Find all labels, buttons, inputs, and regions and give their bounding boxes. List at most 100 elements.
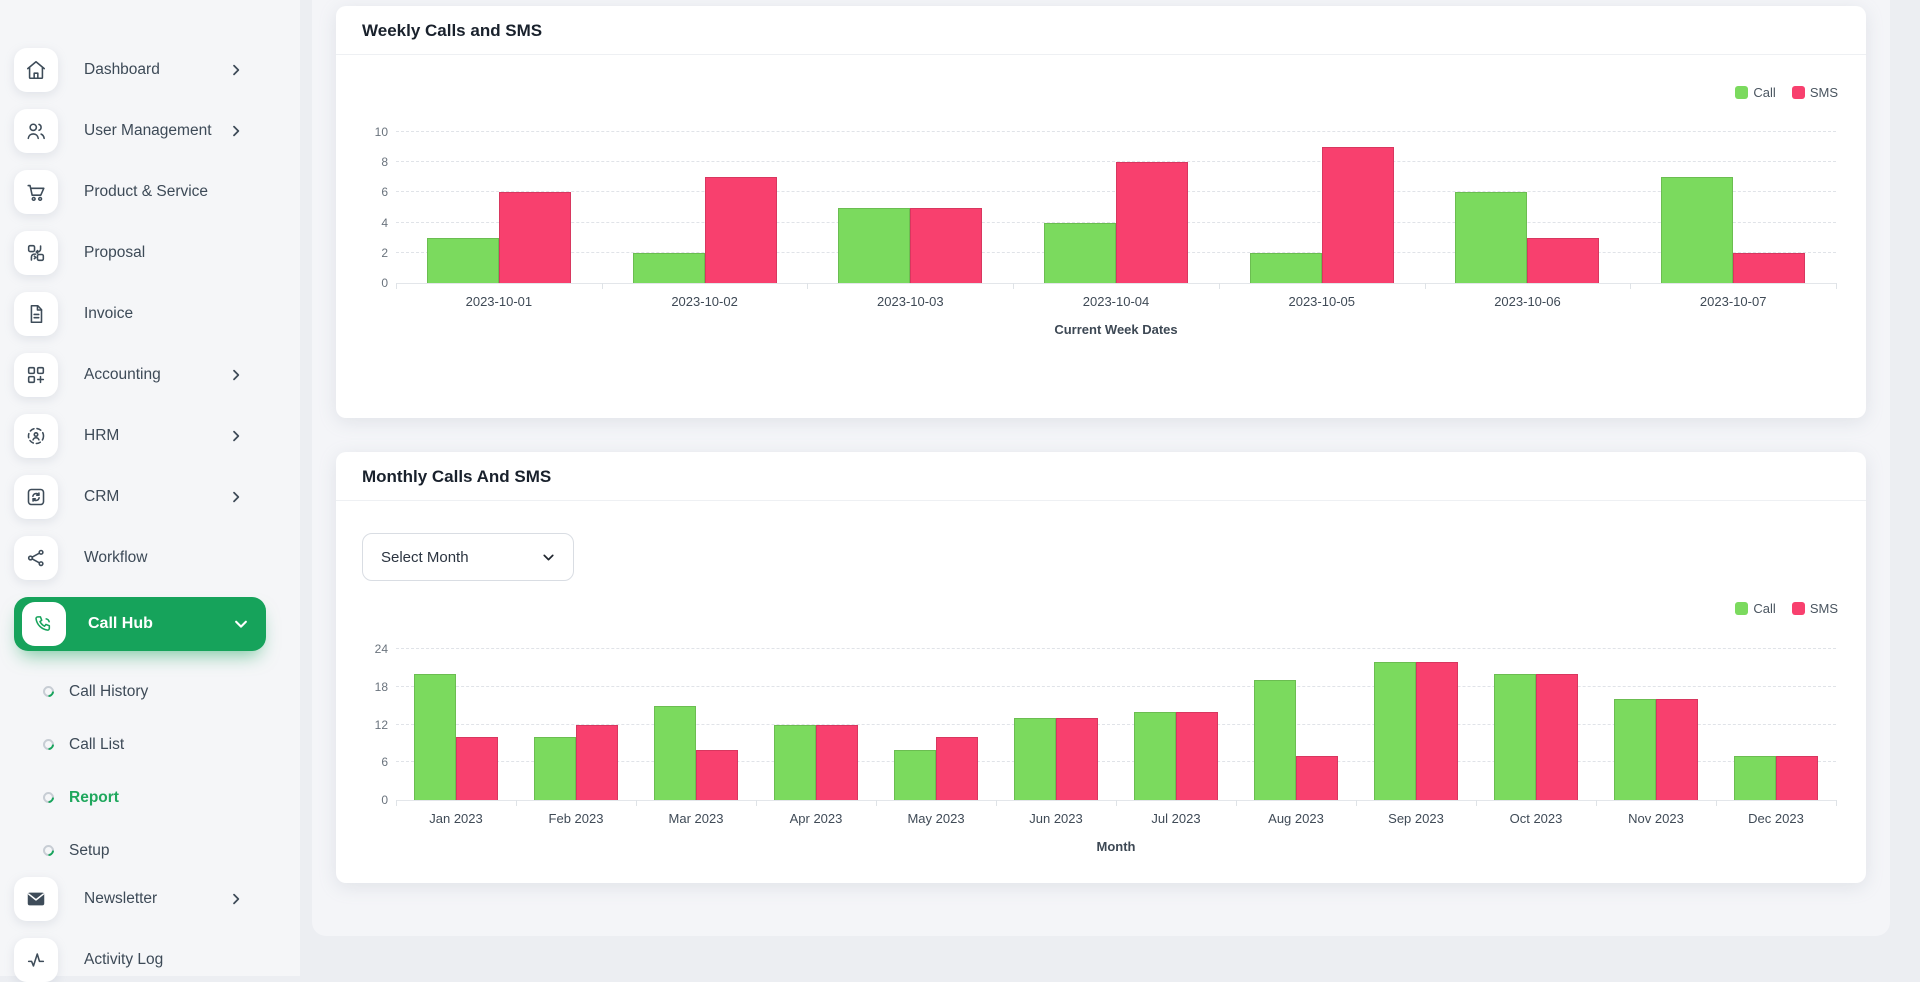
bar-sms-sep-2023 (1416, 662, 1458, 800)
bar-call-2023-10-07 (1661, 177, 1733, 283)
axis-tick (876, 800, 877, 806)
sidebar-item-label: Call Hub (88, 615, 232, 633)
bar-call-jun-2023 (1014, 718, 1056, 800)
chevron-right-icon (228, 891, 244, 907)
y-tick-label: 24 (356, 643, 388, 655)
x-tick-label: 2023-10-03 (807, 294, 1013, 309)
select-month-dropdown[interactable]: Select Month (362, 533, 574, 581)
sidebar-item-accounting[interactable]: Accounting (14, 353, 280, 397)
sidebar-item-report[interactable]: Report (0, 771, 300, 824)
x-tick-label: 2023-10-05 (1219, 294, 1425, 309)
legend-label: SMS (1810, 601, 1838, 616)
x-tick-label: Feb 2023 (516, 811, 636, 826)
users-icon (14, 109, 58, 153)
axis-tick (1630, 283, 1631, 289)
sidebar-item-proposal[interactable]: Proposal (14, 231, 280, 275)
bar-sms-2023-10-02 (705, 177, 777, 283)
chevron-right-icon (228, 62, 244, 78)
legend-label: SMS (1810, 85, 1838, 100)
sidebar-item-setup[interactable]: Setup (0, 824, 300, 877)
bar-sms-2023-10-03 (910, 208, 982, 284)
bar-call-2023-10-04 (1044, 223, 1116, 283)
legend-label: Call (1753, 85, 1775, 100)
axis-tick (996, 800, 997, 806)
bar-call-apr-2023 (774, 725, 816, 801)
sidebar: Dashboard User Management Product & Servic… (0, 0, 300, 976)
monthly-card-header: Monthly Calls And SMS (336, 452, 1866, 501)
sidebar-item-hrm[interactable]: HRM (14, 414, 280, 458)
bar-group-2023-10-04 (1013, 132, 1219, 283)
sidebar-item-label: Call History (69, 683, 148, 701)
sidebar-item-label: Workflow (84, 549, 280, 567)
sidebar-item-activity-log[interactable]: Activity Log (14, 938, 280, 982)
sidebar-item-label: CRM (84, 488, 228, 506)
axis-tick (602, 283, 603, 289)
legend-label: Call (1753, 601, 1775, 616)
chevron-right-icon (228, 428, 244, 444)
monthly-x-axis-title: Month (396, 839, 1836, 854)
bar-call-nov-2023 (1614, 699, 1656, 800)
axis-tick (1116, 800, 1117, 806)
axis-tick (1219, 283, 1220, 289)
bar-sms-dec-2023 (1776, 756, 1818, 800)
legend-item-call[interactable]: Call (1735, 85, 1775, 100)
sidebar-item-workflow[interactable]: Workflow (14, 536, 280, 580)
bar-group-feb-2023 (516, 649, 636, 800)
bar-call-oct-2023 (1494, 674, 1536, 800)
axis-tick (1476, 800, 1477, 806)
sidebar-item-label: Dashboard (84, 61, 228, 79)
legend-swatch-call (1735, 602, 1748, 615)
chevron-right-icon (228, 367, 244, 383)
sidebar-item-crm[interactable]: CRM (14, 475, 280, 519)
monthly-card-title: Monthly Calls And SMS (362, 467, 1840, 487)
axis-tick (756, 800, 757, 806)
legend-swatch-sms (1792, 602, 1805, 615)
bar-group-may-2023 (876, 649, 996, 800)
sidebar-item-label: Call List (69, 736, 124, 754)
sidebar-item-newsletter[interactable]: Newsletter (14, 877, 280, 921)
legend-item-sms[interactable]: SMS (1792, 601, 1838, 616)
scan-user-icon (14, 414, 58, 458)
bar-sms-oct-2023 (1536, 674, 1578, 800)
bar-groups (396, 132, 1836, 283)
legend-item-sms[interactable]: SMS (1792, 85, 1838, 100)
bar-group-oct-2023 (1476, 649, 1596, 800)
bar-call-2023-10-03 (838, 208, 910, 284)
bar-sms-2023-10-07 (1733, 253, 1805, 283)
sidebar-item-dashboard[interactable]: Dashboard (14, 48, 280, 92)
x-tick-label: Oct 2023 (1476, 811, 1596, 826)
bar-call-mar-2023 (654, 706, 696, 800)
monthly-calls-sms-card: Monthly Calls And SMS Select Month Call S… (336, 452, 1866, 883)
bar-group-mar-2023 (636, 649, 756, 800)
bar-group-2023-10-07 (1630, 132, 1836, 283)
bar-group-nov-2023 (1596, 649, 1716, 800)
axis-tick (1425, 283, 1426, 289)
monthly-legend: Call SMS (1735, 601, 1838, 616)
axis-tick (1236, 800, 1237, 806)
home-icon (14, 48, 58, 92)
axis-tick (516, 800, 517, 806)
invoice-icon (14, 292, 58, 336)
x-tick-label: Aug 2023 (1236, 811, 1356, 826)
legend-item-call[interactable]: Call (1735, 601, 1775, 616)
mail-icon (14, 877, 58, 921)
sidebar-item-invoice[interactable]: Invoice (14, 292, 280, 336)
bullet-icon (41, 684, 57, 700)
axis-tick (396, 283, 397, 289)
bar-sms-2023-10-04 (1116, 162, 1188, 283)
sidebar-item-call-list[interactable]: Call List (0, 718, 300, 771)
sidebar-item-call-history[interactable]: Call History (0, 665, 300, 718)
x-tick-label: 2023-10-04 (1013, 294, 1219, 309)
bar-call-2023-10-02 (633, 253, 705, 283)
sidebar-item-product-service[interactable]: Product & Service (14, 170, 280, 214)
axis-tick (1836, 283, 1837, 289)
sidebar-item-user-management[interactable]: User Management (14, 109, 280, 153)
sidebar-item-call-hub[interactable]: Call Hub (14, 597, 266, 651)
x-tick-label: Dec 2023 (1716, 811, 1836, 826)
y-tick-label: 8 (356, 156, 388, 168)
